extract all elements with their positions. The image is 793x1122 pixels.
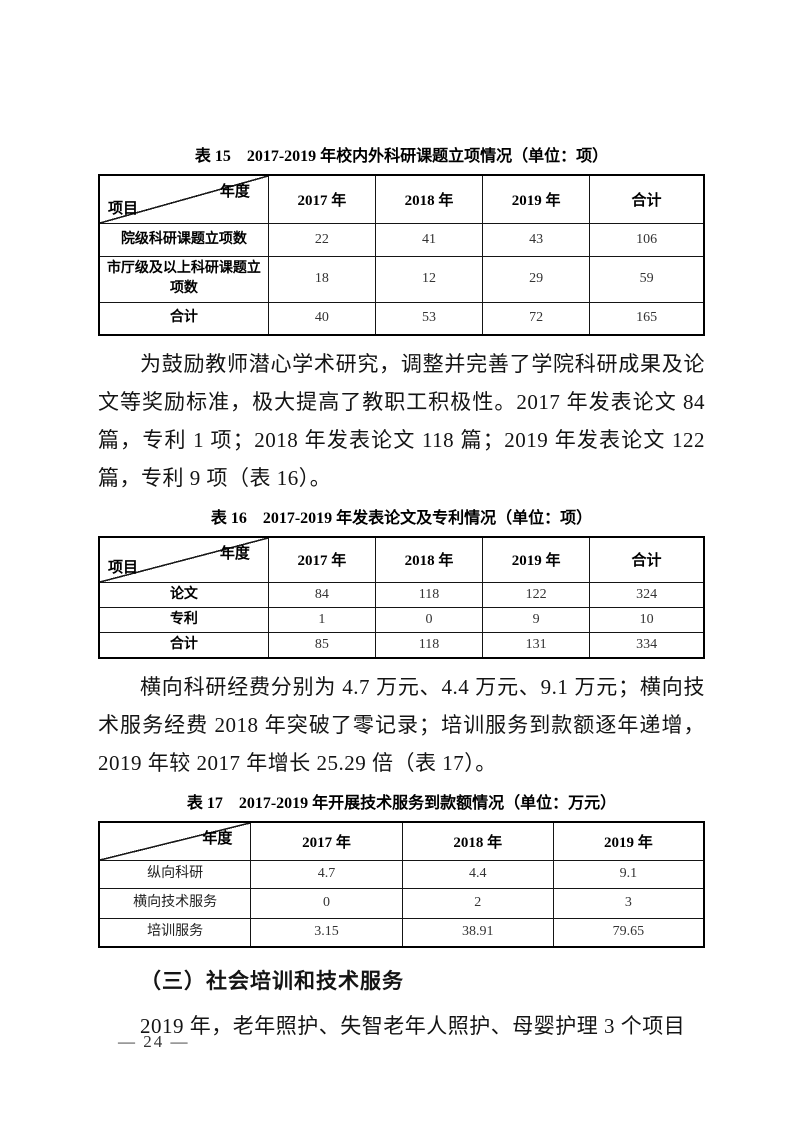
corner-label-item: 项目	[108, 200, 139, 217]
diagonal-line	[100, 538, 268, 581]
column-header: 2017 年	[267, 174, 376, 224]
row-label: 合计	[98, 301, 269, 336]
table-cell: 122	[482, 581, 591, 608]
table-cell: 4.7	[250, 859, 403, 889]
row-label: 论文	[98, 581, 269, 608]
table-cell: 41	[374, 222, 484, 257]
table-15: 年度 项目 2017 年 2018 年 2019 年合计 院级科研课题立项数 22 41 43 1…	[98, 174, 705, 336]
table-row: 培训服务 3.15 38.91 79.65	[98, 917, 705, 948]
table-cell: 22	[267, 222, 376, 257]
column-header: 2019 年	[482, 174, 591, 224]
table-cell: 3	[552, 887, 705, 919]
table-16: 年度 项目 2017 年 2018 年 2019 年合计 论文 84 118 122 324 专利 1…	[98, 536, 705, 659]
table-cell: 43	[482, 222, 591, 257]
row-label: 市厅级及以上科研课题立项数	[98, 255, 269, 303]
table-cell: 0	[250, 887, 403, 919]
table-cell: 40	[267, 301, 376, 336]
table-cell: 53	[374, 301, 484, 336]
corner-cell: 年度项目	[98, 174, 269, 224]
corner-cell: 年度项目	[98, 536, 269, 583]
table-row: 横向技术服务 0 2 3	[98, 887, 705, 919]
corner-label-item: 项目	[108, 559, 139, 576]
content-column: 表 15 2017-2019 年校内外科研课题立项情况（单位：项） 年度 项目 20…	[98, 0, 705, 1045]
diagonal-line	[100, 823, 250, 859]
table-cell: 324	[589, 581, 705, 608]
table-16-title: 表 16 2017-2019 年发表论文及专利情况（单位：项）	[210, 510, 593, 527]
table-16-container: 年度 项目 2017 年 2018 年 2019 年合计 论文 84 118 122 324 专利 1…	[98, 536, 705, 659]
table-cell: 72	[482, 301, 591, 336]
page-number: — 24 —	[118, 1032, 190, 1051]
table-cell: 131	[482, 631, 591, 659]
table-cell: 118	[374, 631, 484, 659]
table-cell: 4.4	[401, 859, 554, 889]
row-label: 院级科研课题立项数	[98, 222, 269, 257]
table-cell: 12	[374, 255, 484, 303]
row-label: 培训服务	[98, 917, 252, 948]
table-15-container: 年度 项目 2017 年 2018 年 2019 年合计 院级科研课题立项数 22 41 43 1…	[98, 174, 705, 336]
paragraph-training-projects: 2019 年，老年照护、失智老年人照护、母婴护理 3 个项目	[140, 1014, 686, 1038]
table-row: 论文 84 118 122 324	[98, 581, 705, 608]
table-cell: 18	[267, 255, 376, 303]
table-row: 纵向科研 4.7 4.4 9.1	[98, 859, 705, 889]
table-cell: 29	[482, 255, 591, 303]
table-cell: 9.1	[552, 859, 705, 889]
table-cell: 59	[589, 255, 705, 303]
column-header: 2018 年	[374, 174, 484, 224]
corner-label-year: 年度	[219, 546, 250, 562]
column-header: 2017 年	[267, 536, 376, 583]
row-label: 合计	[98, 631, 269, 659]
table-row: 院级科研课题立项数 22 41 43 106	[98, 222, 705, 257]
row-label: 专利	[98, 606, 269, 633]
table-row: 市厅级及以上科研课题立项数 18 12 29 59	[98, 255, 705, 303]
table-17-container: 年度 2017 年 2018 年 2019 年纵向科研 4.7 4.4 9.1 横向技术服务 0…	[98, 821, 705, 948]
table-cell: 106	[589, 222, 705, 257]
table-cell: 38.91	[401, 917, 554, 948]
table-cell: 79.65	[552, 917, 705, 948]
column-header: 2017 年	[250, 821, 403, 861]
corner-label-year: 年度	[202, 831, 233, 847]
column-header: 合计	[589, 536, 705, 583]
table-cell: 118	[374, 581, 484, 608]
row-label: 纵向科研	[98, 859, 252, 889]
table-cell: 1	[267, 606, 376, 633]
table-cell: 3.15	[250, 917, 403, 948]
column-header: 2019 年	[482, 536, 591, 583]
table-cell: 334	[589, 631, 705, 659]
paragraph-funding: 横向科研经费分别为 4.7 万元、4.4 万元、9.1 万元；横向技术服务经费 …	[98, 675, 705, 775]
table-row: 合计 85 118 131 334	[98, 631, 705, 659]
table-17: 年度 2017 年 2018 年 2019 年纵向科研 4.7 4.4 9.1 横向技术服务 0…	[98, 821, 705, 948]
column-header: 2018 年	[401, 821, 554, 861]
table-cell: 9	[482, 606, 591, 633]
table-row: 合计 40 53 72 165	[98, 301, 705, 336]
table-cell: 10	[589, 606, 705, 633]
column-header: 2018 年	[374, 536, 484, 583]
table-17-title: 表 17 2017-2019 年开展技术服务到款额情况（单位：万元）	[186, 795, 617, 812]
table-cell: 84	[267, 581, 376, 608]
section-heading: （三）社会培训和技术服务	[140, 969, 404, 993]
table-cell: 2	[401, 887, 554, 919]
table-cell: 0	[374, 606, 484, 633]
table-cell: 165	[589, 301, 705, 336]
paragraph-research-awards: 为鼓励教师潜心学术研究，调整并完善了学院科研成果及论文等奖励标准，极大提高了教职…	[98, 352, 705, 490]
column-header: 合计	[589, 174, 705, 224]
diagonal-line	[100, 176, 268, 222]
column-header: 2019 年	[552, 821, 705, 861]
row-label: 横向技术服务	[98, 887, 252, 919]
table-cell: 85	[267, 631, 376, 659]
table-15-title: 表 15 2017-2019 年校内外科研课题立项情况（单位：项）	[194, 148, 609, 165]
corner-label-year: 年度	[219, 184, 250, 200]
table-row: 专利 1 0 9 10	[98, 606, 705, 633]
corner-cell: 年度	[98, 821, 252, 861]
